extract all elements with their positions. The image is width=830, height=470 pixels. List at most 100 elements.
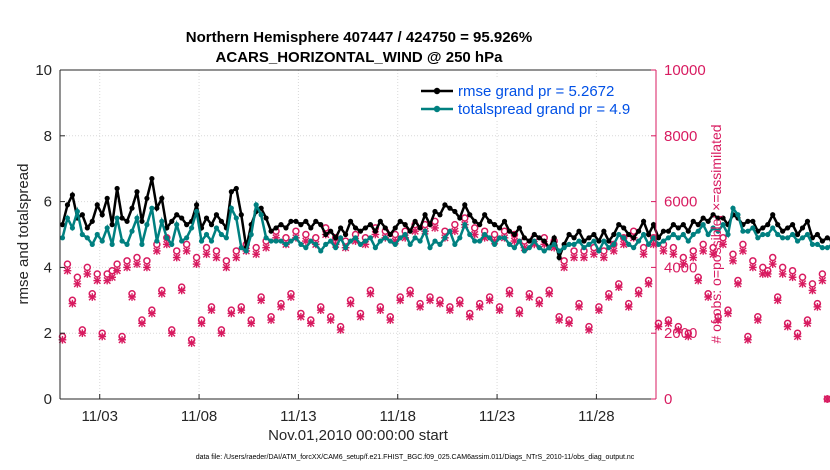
series-point-rmse (283, 225, 289, 231)
series-point-rmse (611, 231, 617, 238)
series-point-rmse (631, 235, 637, 241)
obs-possible-point (798, 273, 807, 282)
series-point-spread (571, 241, 577, 247)
series-point-spread (755, 235, 761, 241)
obs-possible-point (788, 266, 797, 275)
series-point-spread (84, 235, 90, 241)
series-point-rmse (69, 192, 76, 198)
series-point-rmse (511, 231, 518, 238)
series-point-rmse (422, 212, 428, 218)
series-point-rmse (79, 212, 85, 218)
obs-assimilated-point (570, 253, 578, 262)
series-point-rmse (531, 231, 537, 238)
series-point-spread (268, 238, 274, 244)
series-point-rmse (338, 225, 344, 231)
series-point-spread (293, 235, 299, 241)
series-point-spread (457, 235, 463, 241)
obs-assimilated-point (386, 316, 395, 324)
series-point-spread (819, 245, 825, 251)
series-point-spread (536, 245, 542, 251)
series-point-rmse (571, 235, 577, 241)
obs-assimilated-point (232, 253, 241, 262)
y-tick-label-left: 0 (44, 391, 52, 408)
series-point-rmse (109, 222, 115, 228)
series-point-spread (785, 235, 791, 241)
series-point-rmse (427, 222, 433, 228)
obs-assimilated-point (768, 260, 777, 268)
series-point-spread (516, 238, 523, 244)
obs-assimilated-point (455, 299, 464, 308)
series-point-spread (362, 238, 369, 244)
x-tick-label: 11/18 (380, 408, 416, 425)
series-point-spread (203, 231, 210, 238)
series-point-rmse (432, 208, 438, 215)
series-point-rmse (59, 222, 66, 228)
series-point-rmse (482, 212, 488, 218)
obs-assimilated-point (505, 289, 514, 298)
series-point-spread (675, 235, 681, 241)
series-point-spread (750, 225, 756, 231)
obs-possible-point (768, 253, 777, 262)
obs-assimilated-point (555, 316, 563, 324)
series-point-spread (715, 228, 721, 234)
obs-assimilated-point (763, 270, 772, 278)
axis-ticks: 11/03 11/08 11/13 11/18 11/23 11/28 0 2 4 6 8 10 0 20… (35, 62, 705, 425)
series-point-rmse (640, 218, 647, 224)
series-point-rmse (462, 202, 468, 208)
series-point-spread (338, 235, 344, 241)
series-point-rmse (377, 218, 383, 224)
obs-assimilated-point (68, 299, 77, 308)
obs-assimilated-point (719, 240, 727, 249)
series-point-rmse (342, 231, 349, 238)
series-point-rmse (715, 215, 721, 221)
obs-assimilated-point (287, 293, 295, 301)
series-point-rmse (129, 205, 135, 211)
obs-assimilated-point (103, 276, 112, 285)
series-point-spread (104, 225, 110, 231)
obs-assimilated-point (88, 293, 97, 301)
obs-assimilated-point (778, 270, 787, 278)
obs-assimilated-point (639, 250, 648, 259)
y-tick-label-left: 10 (35, 62, 52, 79)
obs-assimilated-point (644, 280, 653, 288)
series-point-rmse (298, 222, 304, 228)
series-point-spread (482, 231, 488, 238)
series-point-spread (134, 215, 140, 221)
obs-assimilated-point (634, 289, 643, 298)
y-tick-label-right: 10000 (664, 62, 706, 79)
series-point-rmse (526, 238, 532, 244)
obs-assimilated-point (614, 283, 623, 291)
series-point-rmse (352, 225, 359, 231)
series-point-spread (208, 238, 215, 244)
series-point-rmse (750, 218, 756, 224)
series-point-spread (576, 238, 582, 244)
obs-assimilated-point (197, 319, 206, 328)
obs-assimilated-point (133, 260, 141, 268)
series-point-rmse (536, 235, 542, 241)
series-point-rmse (596, 238, 602, 244)
series-point-rmse (402, 222, 408, 228)
series-point-rmse (273, 225, 279, 231)
series-point-rmse (447, 205, 453, 211)
obs-assimilated-point (600, 253, 608, 262)
series-point-spread (159, 218, 165, 224)
obs-assimilated-point (138, 319, 146, 328)
series-point-rmse (591, 231, 597, 238)
obs-assimilated-point (217, 329, 226, 338)
series-point-spread (477, 238, 483, 244)
obs-assimilated-point (744, 335, 752, 344)
series-point-spread (432, 238, 438, 244)
series-point-rmse (99, 212, 105, 218)
series-point-spread (725, 231, 731, 238)
series-point-spread (189, 225, 195, 231)
obs-assimilated-point (436, 299, 444, 308)
obs-assimilated-point (316, 306, 325, 315)
series-point-rmse (700, 215, 706, 221)
series-point-rmse (367, 222, 374, 228)
obs-assimilated-point (783, 322, 792, 331)
obs-assimilated-point (346, 299, 355, 308)
series-point-rmse (765, 222, 771, 228)
series-point-rmse (780, 228, 786, 234)
series-point-spread (586, 241, 592, 247)
